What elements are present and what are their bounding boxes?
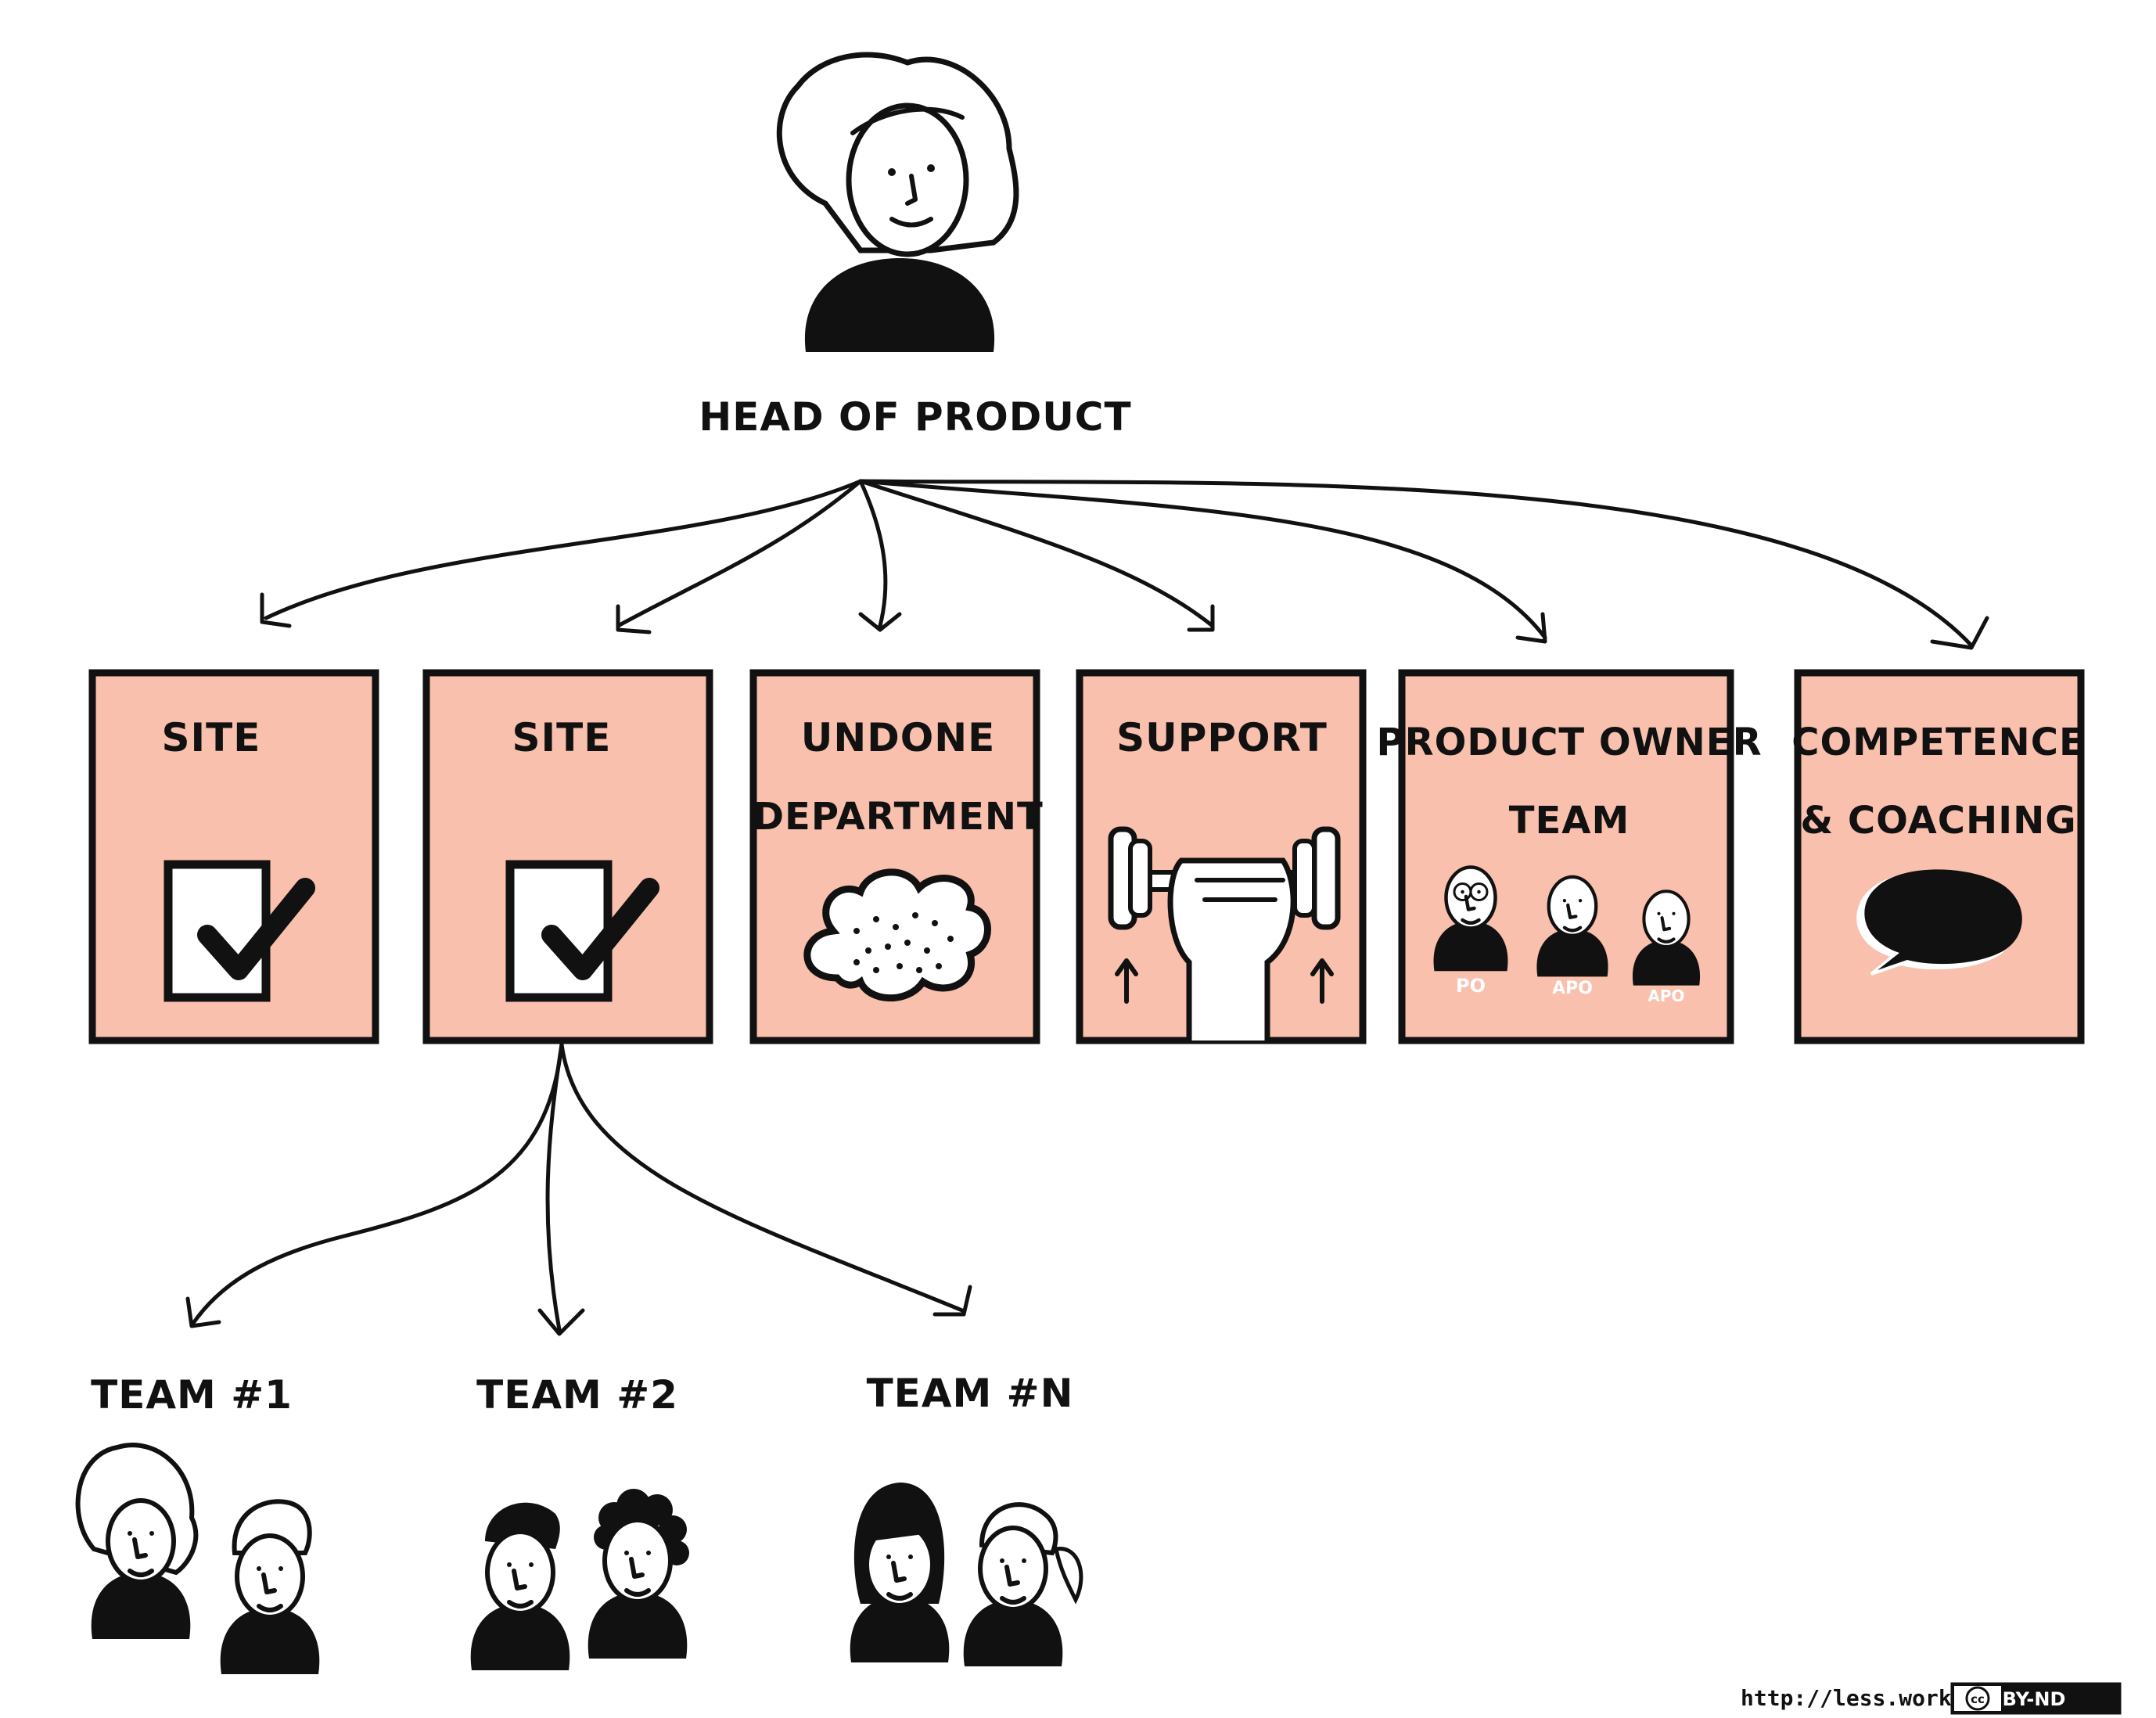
license-badge: cc BY-ND <box>1950 1682 2122 1715</box>
team-2-label: TEAM #2 <box>476 1372 678 1418</box>
head-arrows <box>260 479 1989 650</box>
team-1-label: TEAM #1 <box>91 1372 293 1418</box>
badge-apo-2: APO <box>1648 987 1684 1005</box>
license-cc: cc <box>1971 1692 1985 1706</box>
box-po-title-line1: PRODUCT OWNER <box>1376 721 1762 764</box>
checkbox-icon <box>505 860 659 1002</box>
cloud-icon <box>803 868 991 1002</box>
head-of-product-figure <box>776 52 1019 352</box>
box-site-2: SITE <box>422 669 713 1044</box>
team-2-people <box>471 1489 689 1670</box>
license-text: BY-ND <box>2003 1688 2066 1710</box>
people-icon: PO APO APO <box>1434 868 1701 1005</box>
box-undone-department: UNDONE DEPARTMENT <box>749 669 1044 1044</box>
box-product-owner-team: PRODUCT OWNER TEAM PO APO APO <box>1376 669 1762 1044</box>
team-1-people <box>75 1443 320 1674</box>
team-n-label: TEAM #N <box>867 1371 1074 1416</box>
team-n-people <box>850 1483 1083 1666</box>
head-of-product-label: HEAD OF PRODUCT <box>699 394 1131 440</box>
box-competence-title-line2: & COACHING <box>1800 799 2076 843</box>
box-support-title: SUPPORT <box>1116 715 1328 760</box>
box-competence-title-line1: COMPETENCE <box>1791 721 2085 764</box>
box-competence-coaching: COMPETENCE & COACHING <box>1791 669 2085 1044</box>
dumbbell-icon <box>1108 826 1341 1041</box>
checkbox-icon <box>163 860 315 1002</box>
speech-bubble-icon <box>1856 869 2022 976</box>
box-site-1-title: SITE <box>162 715 261 760</box>
box-site-2-title: SITE <box>512 715 612 760</box>
badge-apo-1: APO <box>1552 979 1593 998</box>
site-arrows <box>185 1042 972 1336</box>
box-site-1: SITE <box>88 669 379 1044</box>
footer-url[interactable]: http://less.works <box>1741 1685 1965 1711</box>
box-support: SUPPORT <box>1076 669 1367 1044</box>
box-po-title-line2: TEAM <box>1509 799 1630 843</box>
badge-po: PO <box>1456 975 1486 997</box>
box-undone-title-line1: UNDONE <box>801 715 995 760</box>
box-undone-title-line2: DEPARTMENT <box>753 795 1044 839</box>
